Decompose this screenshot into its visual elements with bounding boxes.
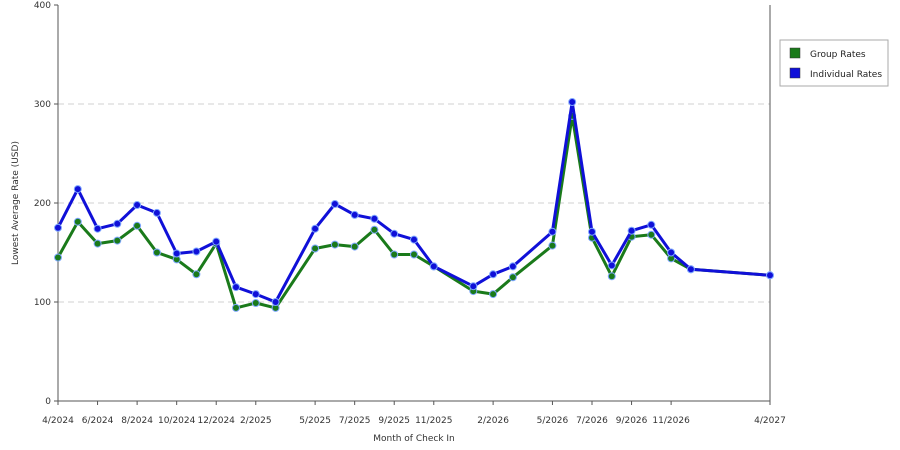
x-tick-label: 5/2025 <box>299 416 331 426</box>
data-point <box>568 98 577 106</box>
series-line <box>56 114 771 310</box>
data-point <box>370 225 379 234</box>
data-point <box>350 210 359 219</box>
data-point <box>251 299 260 307</box>
x-axis-title: Month of Check In <box>373 434 455 444</box>
data-point <box>152 208 161 217</box>
legend-box <box>779 39 889 87</box>
data-point <box>410 250 418 259</box>
data-point <box>667 248 676 257</box>
data-point <box>607 261 616 270</box>
x-tick-label: 12/2024 <box>198 416 236 426</box>
data-point <box>232 303 240 312</box>
data-point <box>73 185 82 194</box>
data-point <box>192 270 201 279</box>
y-tick-label: 200 <box>34 199 51 209</box>
data-point <box>390 250 399 259</box>
x-tick-label: 11/2026 <box>652 416 690 426</box>
x-tick-label: 6/2024 <box>82 416 114 426</box>
series <box>54 98 774 312</box>
data-point <box>548 241 557 250</box>
data-point <box>766 271 774 280</box>
x-tick-label: 7/2026 <box>576 416 608 426</box>
y-tick-label: 300 <box>34 100 51 110</box>
data-point <box>607 272 616 281</box>
data-point <box>152 248 161 257</box>
data-point <box>489 270 498 279</box>
x-tick-label: 10/2024 <box>158 416 196 426</box>
data-point <box>588 227 596 236</box>
x-tick-label: 5/2026 <box>537 416 569 426</box>
data-point <box>133 221 142 230</box>
x-ticks: 4/2024 6/2024 8/2024 10/2024 12/2024 2/2025 5/… <box>42 401 786 426</box>
data-point <box>311 244 320 253</box>
data-point <box>271 298 280 306</box>
data-point <box>548 227 557 236</box>
x-tick-label: 2/2026 <box>477 416 509 426</box>
x-tick-label: 7/2025 <box>339 416 371 426</box>
x-tick-label: 8/2024 <box>121 416 153 426</box>
data-point <box>647 220 656 229</box>
data-point <box>192 247 201 256</box>
series-line <box>56 100 771 304</box>
data-point <box>429 262 438 271</box>
x-tick-label: 4/2027 <box>754 416 786 426</box>
data-point <box>73 217 82 226</box>
data-point <box>489 290 498 299</box>
legend-swatch-group <box>789 47 801 59</box>
data-point <box>93 224 102 233</box>
data-point <box>686 265 695 274</box>
data-point <box>251 290 260 299</box>
data-point <box>627 226 636 235</box>
data-point <box>508 262 517 271</box>
data-point <box>212 237 221 246</box>
data-point <box>647 230 656 239</box>
series-individual-rates <box>54 98 774 306</box>
data-point <box>54 253 62 262</box>
x-tick-label: 9/2026 <box>616 416 648 426</box>
data-point <box>54 223 62 232</box>
legend-label-group: Group Rates <box>810 50 866 60</box>
y-ticks: 0 100 200 300 400 <box>34 1 58 407</box>
x-tick-label: 9/2025 <box>378 416 410 426</box>
legend-swatch-individual <box>789 67 801 79</box>
data-point <box>330 200 339 208</box>
data-point <box>508 273 517 282</box>
legend-label-individual: Individual Rates <box>810 70 882 80</box>
x-tick-label: 4/2024 <box>42 416 74 426</box>
data-point <box>469 282 478 291</box>
series-group-rates <box>54 111 774 312</box>
x-tick-label: 2/2025 <box>240 416 272 426</box>
data-point <box>133 201 142 209</box>
data-point <box>93 239 102 248</box>
data-point <box>390 229 399 238</box>
data-point <box>330 240 339 249</box>
y-axis-title: Lowest Average Rate (USD) <box>11 141 21 265</box>
legend: Group Rates Individual Rates <box>779 39 889 87</box>
y-tick-label: 100 <box>34 298 51 308</box>
y-tick-label: 400 <box>34 1 51 11</box>
x-tick-label: 11/2025 <box>415 416 452 426</box>
data-point <box>113 219 122 228</box>
data-point <box>311 224 320 233</box>
y-tick-label: 0 <box>45 397 51 407</box>
data-point <box>113 236 122 245</box>
data-point <box>350 242 359 251</box>
data-point <box>172 249 181 258</box>
data-point <box>232 283 240 292</box>
data-point <box>370 214 379 223</box>
grid-lines <box>58 103 770 303</box>
data-point <box>410 235 418 244</box>
